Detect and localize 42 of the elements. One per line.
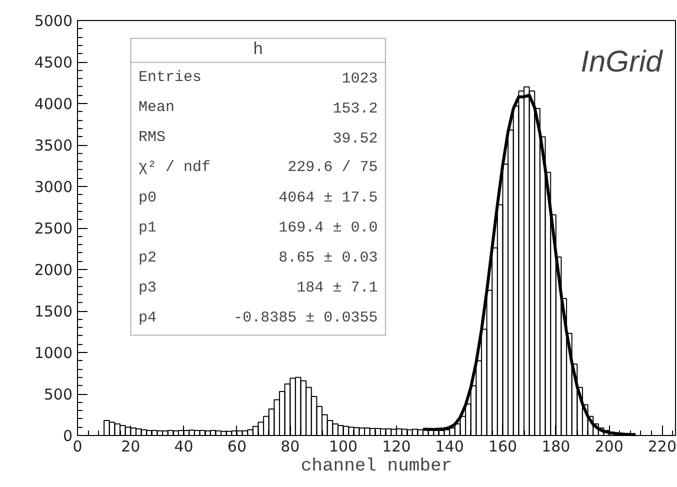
annotation: 8.65 ± 0.03 — [278, 249, 378, 266]
x-tick-label: 20 — [121, 438, 140, 456]
x-tick-label: 120 — [382, 438, 411, 456]
x-tick-label: 60 — [227, 438, 247, 456]
annotation: h — [252, 40, 264, 60]
annotation: 184 ± 7.1 — [296, 280, 378, 297]
y-tick-label: 2500 — [34, 220, 73, 238]
annotation: -0.8385 ± 0.0355 — [234, 310, 378, 327]
annotation: 153.2 — [332, 100, 378, 118]
annotation: Mean — [138, 99, 175, 116]
x-tick-label: 220 — [648, 438, 677, 456]
x-tick-label: 100 — [328, 438, 358, 456]
x-tick-label: 160 — [488, 438, 518, 456]
y-tick-label: 500 — [44, 386, 73, 404]
y-tick-label: 3000 — [34, 178, 73, 196]
y-tick-label: 4500 — [34, 54, 73, 72]
annotation: 169.4 ± 0.0 — [278, 219, 378, 236]
annotation: InGrid — [580, 46, 664, 79]
annotation: 229.6 / 75 — [288, 159, 378, 176]
x-axis-title: channel number — [300, 456, 452, 476]
annotation: 39.52 — [332, 130, 378, 148]
annotation: p0 — [138, 189, 157, 206]
y-tick-label: 1500 — [34, 302, 73, 320]
y-tick-label: 3500 — [34, 136, 73, 154]
x-tick-label: 40 — [174, 438, 194, 456]
annotation: 4064 ± 17.5 — [278, 189, 378, 206]
annotation: p3 — [138, 280, 157, 297]
x-tick-label: 180 — [542, 438, 570, 456]
annotation: p4 — [138, 310, 157, 327]
annotation: χ² / ndf — [138, 159, 211, 176]
annotation: Entries — [138, 68, 202, 86]
y-tick-label: 1000 — [34, 344, 73, 362]
annotation: p2 — [138, 249, 157, 266]
x-tick-label: 80 — [280, 438, 300, 456]
x-tick-label: 140 — [435, 438, 464, 456]
annotation: RMS — [138, 129, 166, 146]
x-tick-label: 200 — [594, 438, 624, 456]
y-tick-label: 2000 — [34, 261, 73, 279]
y-tick-label: 4000 — [34, 95, 73, 113]
y-tick-label: 5000 — [34, 12, 73, 30]
annotation: 1023 — [342, 70, 378, 88]
annotation: p1 — [138, 219, 157, 236]
